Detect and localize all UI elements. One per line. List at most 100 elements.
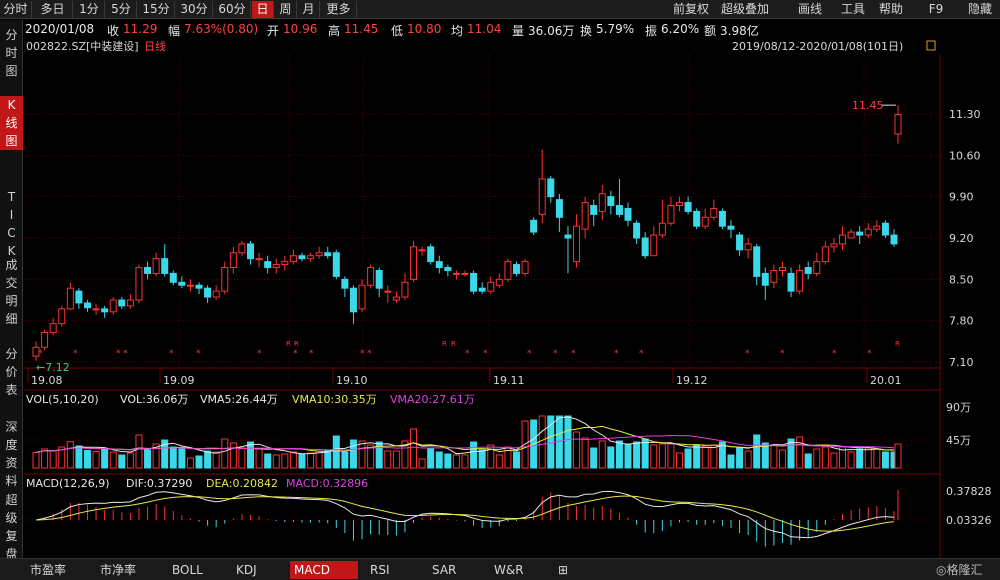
price-tick-6: 11.30 xyxy=(949,108,981,121)
vol-bar-23 xyxy=(229,442,237,469)
candle-47 xyxy=(435,261,443,269)
signal-star-14: * xyxy=(553,349,558,359)
kline-chart[interactable]: 002822.SZ [中装建设] 日线 2019/08/12-2020/01/08(1… xyxy=(24,38,1000,558)
vol-bar-37 xyxy=(349,439,357,469)
vol-bar-7 xyxy=(92,450,100,469)
price-tick-5: 10.60 xyxy=(949,149,981,162)
tab-3[interactable]: 5分 xyxy=(106,1,137,18)
vol-bar-last xyxy=(894,443,902,469)
signal-r-0: R xyxy=(286,340,291,348)
candle-37 xyxy=(349,287,357,313)
tab-0[interactable]: 分时 xyxy=(0,1,32,18)
candle-54 xyxy=(495,278,503,286)
candle-11 xyxy=(126,299,134,307)
vol-bar-96 xyxy=(856,448,864,469)
left-menu-item-4[interactable]: 分价表 xyxy=(5,347,18,397)
candle-30 xyxy=(289,255,297,263)
toolbar-button-0[interactable]: 前复权 xyxy=(672,2,709,16)
bottom-tab-4[interactable]: MACD xyxy=(290,561,358,579)
tab-1[interactable]: 多日 xyxy=(33,1,73,18)
candle-23 xyxy=(229,252,237,269)
candle-21 xyxy=(212,290,220,298)
bottom-tab-7[interactable]: W&R xyxy=(494,563,524,577)
left-menu-item-5[interactable]: 深度资料 xyxy=(5,420,18,488)
left-menu-item-3[interactable]: 成交明细 xyxy=(5,258,18,326)
tab-9[interactable]: 月 xyxy=(298,1,320,18)
vol-bar-90 xyxy=(804,453,812,469)
candle-81 xyxy=(727,225,735,230)
toolbar-button-3[interactable]: 工具 xyxy=(840,2,865,16)
vol-bar-54 xyxy=(495,454,503,469)
vol-bar-3 xyxy=(58,446,66,469)
tab-6[interactable]: 60分 xyxy=(214,1,251,18)
toolbar-button-6[interactable]: 隐藏 xyxy=(967,2,992,16)
candle-98 xyxy=(873,225,881,230)
signal-star-21: * xyxy=(867,349,872,359)
candle-19 xyxy=(195,284,203,289)
signal-star-8: * xyxy=(309,349,314,359)
vol-bar-66 xyxy=(598,440,606,469)
vol-bar-99 xyxy=(881,451,889,469)
watermark: ◎格隆汇 xyxy=(936,563,983,577)
candle-95 xyxy=(847,231,855,239)
candle-71 xyxy=(641,237,649,257)
add-indicator-button[interactable]: ⊞ xyxy=(558,563,569,577)
vol-bar-51 xyxy=(470,441,478,469)
tab-8[interactable]: 周 xyxy=(275,1,297,18)
bottom-tab-2[interactable]: BOLL xyxy=(172,563,203,577)
vol-bar-89 xyxy=(796,436,804,469)
candle-24 xyxy=(238,243,246,254)
bottom-tab-5[interactable]: RSI xyxy=(370,563,390,577)
vol-bar-72 xyxy=(650,444,658,469)
left-menu-item-6[interactable]: 超级复盘 xyxy=(5,493,18,561)
x-tick-1: 19.09 xyxy=(163,374,195,387)
stock-name: [中装建设] xyxy=(86,39,139,53)
vol-bar-86 xyxy=(770,444,778,469)
toolbar-button-1[interactable]: 超级叠加 xyxy=(720,2,769,16)
toolbar-button-5[interactable]: F9 xyxy=(928,2,944,16)
candle-1 xyxy=(41,331,49,348)
macd-tick-1: 0.03326 xyxy=(946,514,992,527)
toolbar-button-4[interactable]: 帮助 xyxy=(878,2,903,16)
vol-bar-35 xyxy=(332,435,340,469)
bottom-tab-1[interactable]: 市净率 xyxy=(100,563,137,577)
tab-5[interactable]: 30分 xyxy=(176,1,213,18)
candle-60 xyxy=(547,178,555,198)
candle-67 xyxy=(607,196,615,207)
left-menu-item-0[interactable]: 分时图 xyxy=(5,28,18,78)
signal-star-13: * xyxy=(527,349,532,359)
signal-star-20: * xyxy=(832,349,837,359)
candle-56 xyxy=(512,264,520,274)
vol-bar-92 xyxy=(821,446,829,469)
toolbar-button-2[interactable]: 画线 xyxy=(797,2,822,16)
candle-84 xyxy=(753,246,761,277)
candle-17 xyxy=(178,281,186,286)
candle-61 xyxy=(555,199,563,218)
candle-44 xyxy=(410,246,418,280)
tab-2[interactable]: 1分 xyxy=(74,1,105,18)
vol-bar-73 xyxy=(658,443,666,469)
candle-3 xyxy=(58,308,66,325)
candle-35 xyxy=(332,252,340,277)
bottom-tab-0[interactable]: 市盈率 xyxy=(30,563,67,577)
bottom-tab-3[interactable]: KDJ xyxy=(236,563,257,577)
candle-78 xyxy=(701,216,709,227)
tab-10[interactable]: 更多 xyxy=(321,1,357,18)
candle-10 xyxy=(118,299,126,307)
vol-bar-49 xyxy=(452,454,460,469)
tab-4[interactable]: 15分 xyxy=(138,1,175,18)
turnover-value: 5.79% xyxy=(596,22,635,36)
vol-bar-55 xyxy=(504,446,512,469)
signal-star-17: * xyxy=(639,349,644,359)
vol-bar-4 xyxy=(66,441,74,469)
candle-96 xyxy=(856,231,864,236)
vol-value: VOL:36.06万 xyxy=(120,393,188,406)
low-label: 低 xyxy=(391,24,404,38)
candle-53 xyxy=(487,281,495,292)
candle-55 xyxy=(504,261,512,280)
tab-7[interactable]: 日 xyxy=(252,1,274,18)
bottom-tab-6[interactable]: SAR xyxy=(432,563,457,577)
